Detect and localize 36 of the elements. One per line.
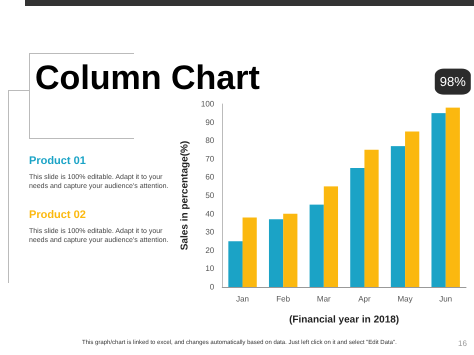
bar [228, 241, 243, 287]
y-tick-label: 90 [205, 118, 215, 127]
y-axis-title: Sales in percentage(%) [180, 140, 190, 250]
y-tick-label: 30 [205, 228, 215, 237]
bar [350, 168, 364, 287]
y-tick-label: 40 [205, 209, 215, 218]
bar [310, 204, 324, 287]
bar [390, 146, 406, 287]
y-tick-label: 20 [205, 246, 215, 255]
y-tick-label: 0 [210, 282, 215, 292]
chart-title: Column Chart [35, 58, 260, 98]
bar [364, 150, 379, 287]
y-tick-label: 10 [205, 264, 215, 274]
bar [446, 108, 460, 287]
text: Product 02 [29, 209, 87, 221]
x-tick-label: Apr [358, 294, 371, 304]
x-tick-label: Jun [439, 294, 452, 304]
y-tick-label: 70 [205, 154, 215, 164]
bar [242, 217, 257, 287]
y-tick-label: 50 [205, 191, 215, 200]
bar [405, 131, 420, 287]
x-tick-label: May [398, 294, 413, 304]
y-tick-label: 100 [200, 100, 215, 108]
y-tick-label: 80 [205, 136, 215, 146]
text: Product 01 [29, 155, 87, 167]
x-tick-label: Feb [276, 294, 291, 304]
bar [283, 214, 298, 287]
text: 16 [458, 339, 467, 348]
bar [324, 186, 338, 287]
x-tick-label: Mar [316, 294, 332, 304]
annotation: 98% [440, 74, 466, 90]
x-tick-label: Jan [236, 294, 250, 304]
x-axis-title: (Financial year in 2018) [289, 314, 400, 326]
bar [268, 219, 284, 287]
bar [431, 113, 446, 287]
y-tick-label: 60 [205, 172, 215, 182]
